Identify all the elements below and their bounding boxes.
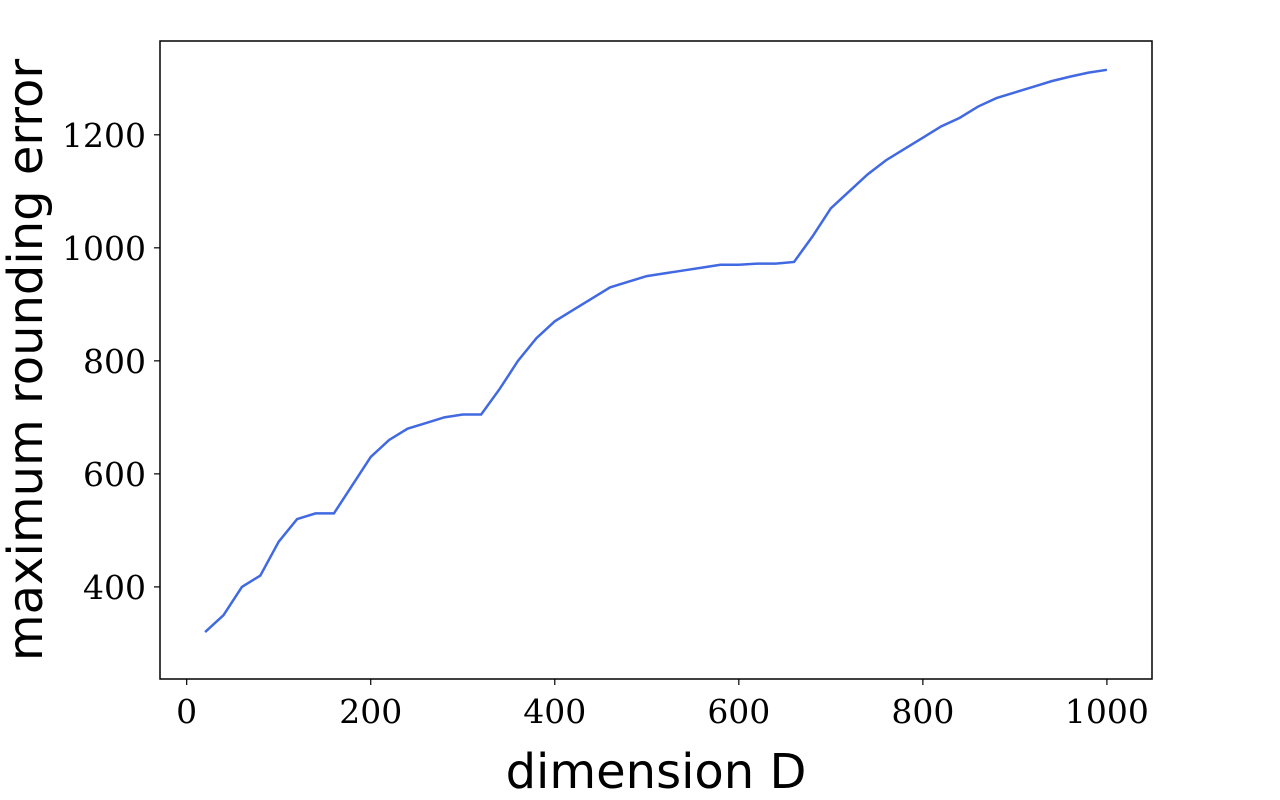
plot-frame: [159, 40, 1153, 680]
y-tick-label: 400: [83, 568, 146, 607]
x-tick-label: 1000: [1065, 692, 1149, 731]
x-tick-label: 800: [891, 692, 954, 731]
y-tick-label: 1200: [62, 116, 146, 155]
data-line: [204, 68, 1108, 634]
y-tick-label: 1000: [62, 229, 146, 268]
y-tick-label: 600: [83, 455, 146, 494]
x-tick-label: 600: [707, 692, 770, 731]
x-tick-label: 200: [339, 692, 402, 731]
x-tick-label: 0: [176, 692, 197, 731]
x-tick-label: 400: [523, 692, 586, 731]
y-axis-label: maximum rounding error: [0, 59, 54, 661]
x-axis-label: dimension D: [506, 744, 807, 800]
y-tick-label: 800: [83, 342, 146, 381]
